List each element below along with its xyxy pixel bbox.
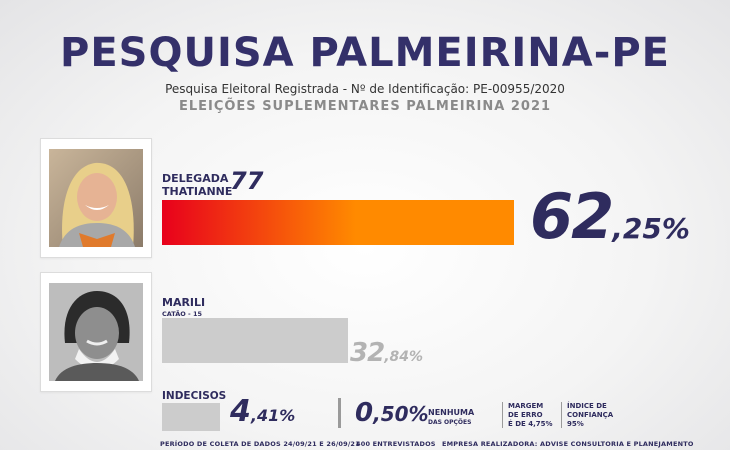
value-label-undecided: 4,41%	[230, 394, 295, 429]
candidate-1-photo-frame	[40, 138, 152, 258]
value-label-candidate-2-int: 32	[350, 338, 385, 368]
candidate-1-number: 77	[230, 167, 264, 195]
footer-interviewees: 400 ENTREVISTADOS	[356, 440, 436, 448]
confidence-line1: ÍNDICE DE	[567, 402, 607, 410]
separator-3	[561, 402, 562, 428]
bar-candidate-1	[162, 200, 514, 245]
value-label-none: 0,50%	[355, 398, 429, 428]
value-label-candidate-2-dec: ,84%	[384, 349, 424, 365]
value-label-candidate-1: 62,25%	[530, 180, 690, 253]
footer-period: PERÍODO DE COLETA DE DADOS 24/09/21 E 26…	[160, 440, 360, 448]
none-label: NENHUMA DAS OPÇÕES	[428, 408, 474, 427]
confidence-line2: CONFIANÇA	[567, 411, 614, 419]
none-label-line1: NENHUMA	[428, 408, 475, 417]
registration-subtitle: Pesquisa Eleitoral Registrada - Nº de Id…	[165, 82, 565, 96]
separator-2	[502, 402, 503, 428]
value-label-candidate-1-dec: ,25%	[612, 212, 690, 245]
none-label-line2: DAS OPÇÕES	[428, 419, 472, 426]
value-label-none-dec: ,50%	[373, 402, 429, 426]
candidate-2-name: MARILI	[162, 296, 206, 309]
margin-line2: DE ERRO	[508, 411, 543, 419]
confidence-index: ÍNDICE DE CONFIANÇA 95%	[567, 402, 613, 429]
candidate-2-photo-frame	[40, 272, 152, 392]
page-title: PESQUISA PALMEIRINA-PE	[60, 30, 670, 76]
election-heading: ELEIÇÕES SUPLEMENTARES PALMEIRINA 2021	[178, 99, 552, 114]
value-label-none-int: 0	[355, 398, 374, 428]
footer-company: EMPRESA REALIZADORA: ADVISE CONSULTORIA …	[442, 440, 694, 448]
undecided-label: INDECISOS	[162, 390, 227, 402]
candidate-1-portrait	[49, 149, 143, 247]
candidate-1-name-line2: THATIANNE	[162, 185, 233, 198]
margin-line1: MARGEM	[508, 402, 544, 410]
value-label-candidate-1-int: 62	[530, 180, 614, 253]
value-label-candidate-2: 32,84%	[350, 338, 423, 368]
margin-line3: É DE 4,75%	[508, 420, 553, 428]
value-label-undecided-int: 4	[230, 394, 251, 429]
bar-candidate-2	[162, 318, 348, 363]
separator-1	[338, 398, 341, 428]
candidate-2-portrait	[49, 283, 143, 381]
bar-undecided	[162, 403, 220, 431]
candidate-1-name: DELEGADA THATIANNE	[162, 172, 232, 198]
value-label-undecided-dec: ,41%	[250, 406, 296, 425]
margin-of-error: MARGEM DE ERRO É DE 4,75%	[508, 402, 553, 429]
candidate-2-party: CATÃO - 15	[162, 310, 203, 318]
confidence-line3: 95%	[567, 420, 584, 428]
candidate-1-name-line1: DELEGADA	[162, 172, 229, 185]
